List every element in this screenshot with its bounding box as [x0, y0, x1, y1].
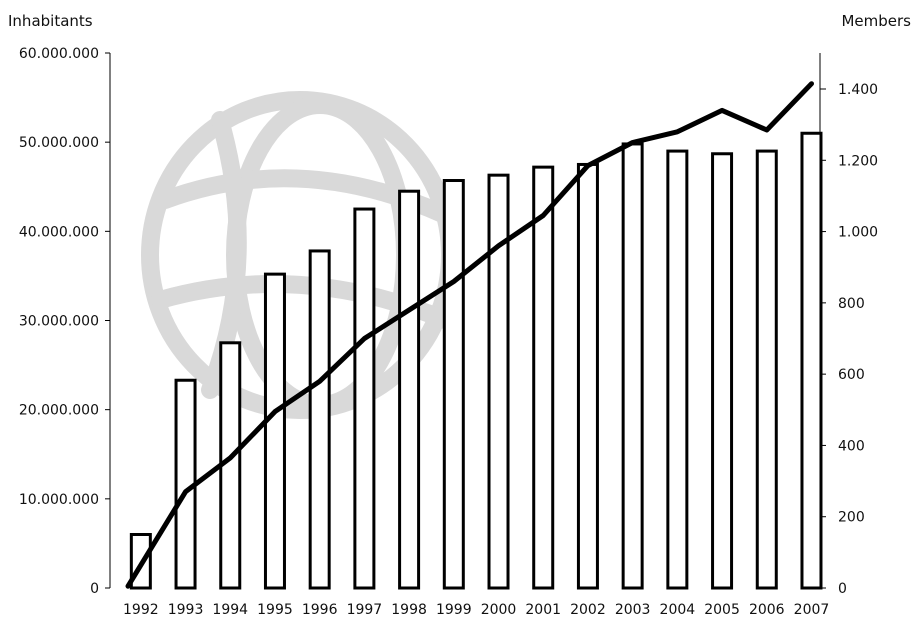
bar-2007	[800, 131, 823, 590]
bar-1999	[442, 179, 465, 590]
x-tick-label: 1994	[212, 602, 248, 618]
x-tick-label: 2005	[704, 602, 740, 618]
x-tick-label: 1998	[391, 602, 427, 618]
x-tick-label: 2004	[660, 602, 696, 618]
x-tick-label: 2003	[615, 602, 651, 618]
bar-2003	[621, 142, 644, 590]
bar-2000	[487, 173, 510, 590]
bar-2005	[711, 152, 734, 590]
x-tick-label: 1992	[123, 602, 159, 618]
x-tick-label: 1995	[257, 602, 293, 618]
right-axis-ticks: 0 200 400 600 800 1.000 1.200 1.400	[820, 82, 878, 597]
left-tick-label: 0	[90, 581, 99, 597]
x-tick-label: 1996	[302, 602, 338, 618]
bar-2006	[755, 149, 778, 590]
x-tick-label: 2000	[481, 602, 517, 618]
bar-2004	[666, 149, 689, 590]
right-tick-label: 400	[838, 438, 865, 454]
x-tick-label: 2001	[525, 602, 561, 618]
right-tick-label: 800	[838, 296, 865, 312]
bar-2002	[576, 162, 599, 590]
bar-1998	[398, 189, 421, 590]
left-axis-title: Inhabitants	[8, 12, 93, 30]
right-axis-title: Members	[841, 12, 911, 30]
right-tick-label: 1.000	[838, 225, 878, 241]
left-tick-label: 50.000.000	[19, 135, 99, 151]
x-tick-label: 2002	[570, 602, 606, 618]
bar-2001	[532, 165, 555, 590]
x-tick-label: 2007	[794, 602, 830, 618]
right-tick-label: 1.400	[838, 82, 878, 98]
left-tick-label: 60.000.000	[19, 46, 99, 62]
left-axis-ticks: 0 10.000.000 20.000.000 30.000.000 40.000.00…	[19, 46, 110, 597]
right-tick-label: 0	[838, 581, 847, 597]
right-tick-label: 1.200	[838, 153, 878, 169]
right-tick-label: 600	[838, 367, 865, 383]
left-tick-label: 30.000.000	[19, 314, 99, 330]
bar-1996	[308, 249, 331, 590]
x-tick-label: 1999	[436, 602, 472, 618]
bar-1997	[353, 207, 376, 590]
right-tick-label: 200	[838, 510, 865, 526]
x-tick-label: 1993	[168, 602, 204, 618]
left-tick-label: 20.000.000	[19, 403, 99, 419]
members-line	[125, 81, 814, 589]
left-tick-label: 40.000.000	[19, 224, 99, 240]
x-tick-label: 1997	[347, 602, 383, 618]
left-tick-label: 10.000.000	[19, 492, 99, 508]
bar-1995	[263, 272, 286, 590]
x-axis-ticks: 1992 1993 1994 1995 1996 1997 1998 1999 2000 2001…	[123, 602, 829, 618]
x-tick-label: 2006	[749, 602, 785, 618]
